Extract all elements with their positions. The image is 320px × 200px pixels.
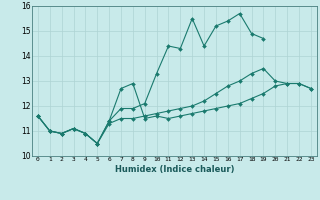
X-axis label: Humidex (Indice chaleur): Humidex (Indice chaleur) bbox=[115, 165, 234, 174]
